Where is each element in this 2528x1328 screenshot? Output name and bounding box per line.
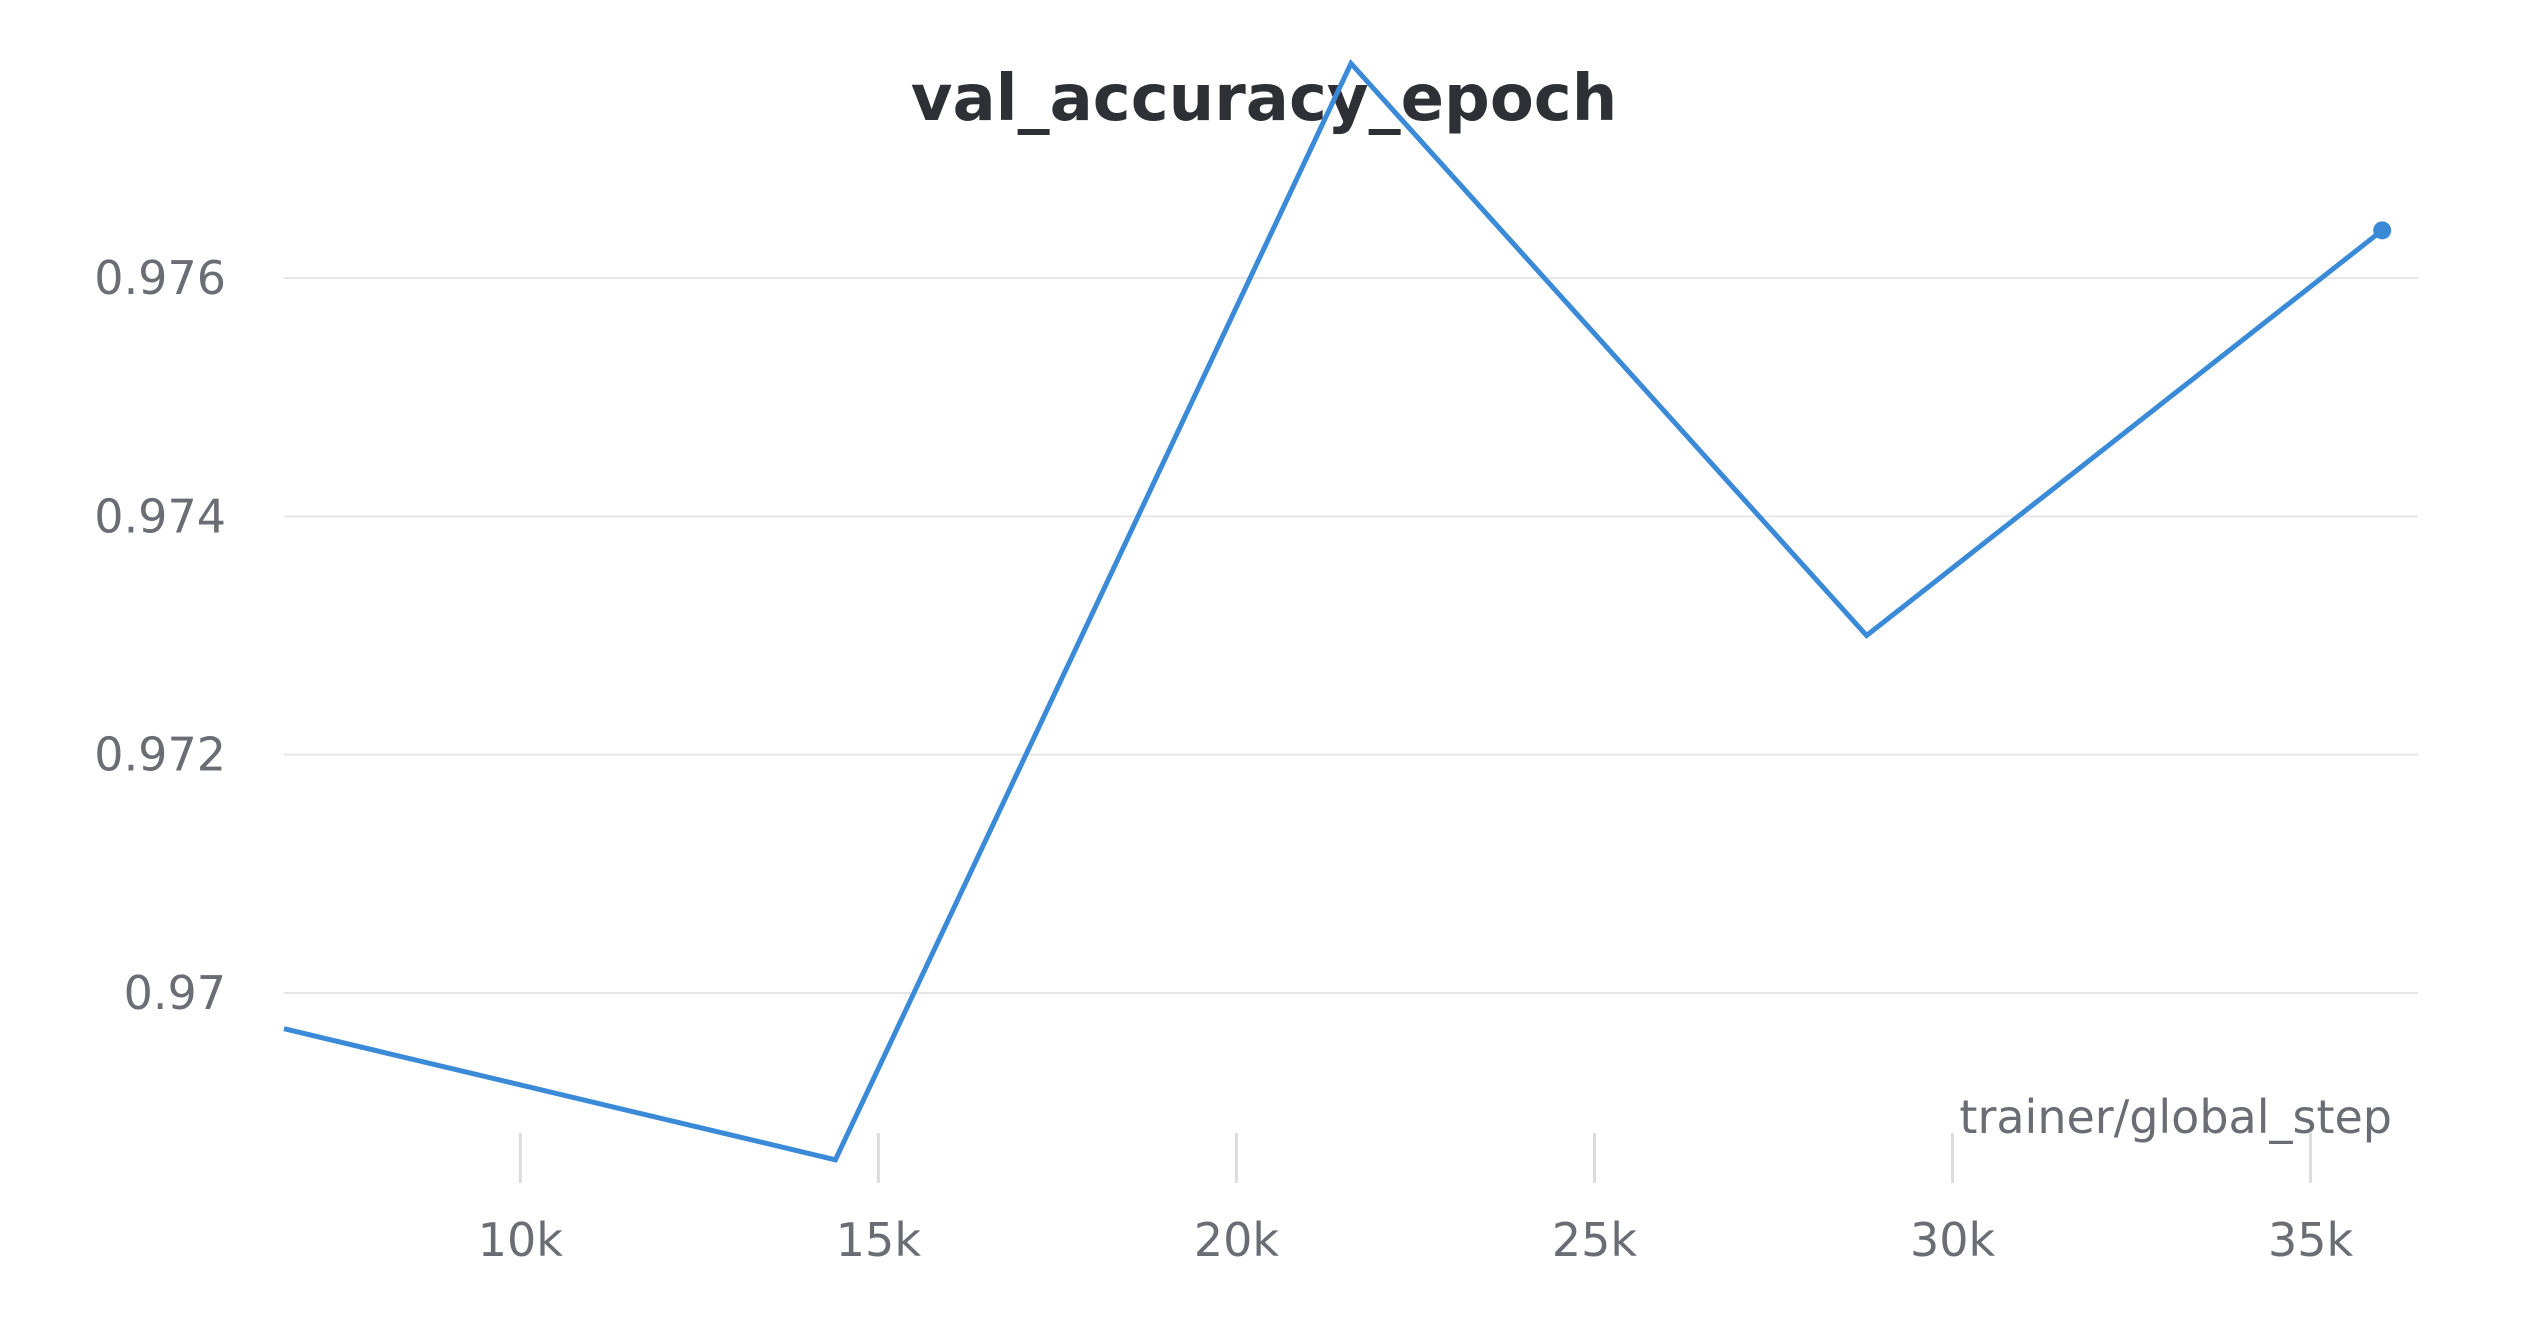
x-tick-label: 25k (1552, 1213, 1638, 1267)
x-tick-label: 10k (478, 1213, 564, 1267)
x-axis-ticks (518, 1133, 2313, 1183)
x-axis-title: trainer/global_step (1959, 1090, 2392, 1144)
y-tick-label: 0.974 (94, 489, 226, 543)
x-tick-label: 30k (1910, 1213, 1996, 1267)
grid-layer (284, 277, 2418, 994)
y-tick-label: 0.972 (94, 728, 226, 782)
x-tick-label: 35k (2268, 1213, 2354, 1267)
series-line (283, 59, 2384, 1163)
x-axis-labels: 10k 15k 20k 25k 30k 35k (478, 1213, 2354, 1267)
y-axis-labels: 0.97 0.972 0.974 0.976 (94, 251, 226, 1020)
x-tick-label: 20k (1194, 1213, 1280, 1267)
y-tick-label: 0.976 (94, 251, 226, 305)
chart-title: val_accuracy_epoch (910, 62, 1618, 136)
y-tick-label: 0.97 (124, 966, 226, 1020)
series-endpoint-marker (2373, 221, 2392, 240)
series-layer (283, 59, 2392, 1163)
x-tick-label: 15k (836, 1213, 922, 1267)
